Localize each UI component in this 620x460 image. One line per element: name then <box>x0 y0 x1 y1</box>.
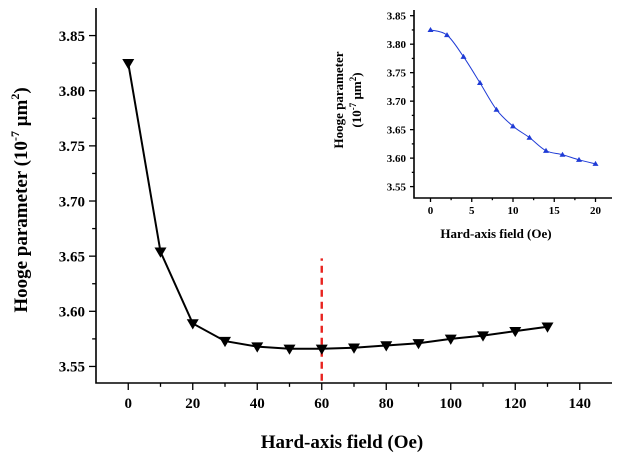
main-data-point <box>283 344 296 355</box>
main-y-tick-label: 3.85 <box>59 29 85 45</box>
main-data-point <box>412 339 425 350</box>
inset-y-axis-title-mid: μm <box>349 81 364 103</box>
main-chart: 0 20 40 60 80 100 120 1403.553.603.653.703.753.… <box>8 8 612 453</box>
main-y-tick-label: 3.80 <box>59 84 85 100</box>
inset-data-point <box>559 151 566 157</box>
inset-y-axis-title-exp1: -7 <box>348 102 358 110</box>
inset-y-tick-label: 3.60 <box>387 153 407 165</box>
inset-data-point <box>576 156 582 162</box>
main-y-tick-label: 3.55 <box>59 360 85 376</box>
main-data-point <box>219 336 231 348</box>
main-y-axis-title-end: ) <box>11 87 32 93</box>
inset-x-axis-title: Hard-axis field (Oe) <box>440 226 551 241</box>
main-axes <box>95 8 612 384</box>
inset-data-point <box>543 147 549 153</box>
inset-y-tick-label: 3.55 <box>387 181 407 193</box>
main-data-point <box>315 344 328 355</box>
main-y-tick-label: 3.60 <box>59 305 85 321</box>
inset-data-point <box>592 160 599 166</box>
inset-x-tick-label: 20 <box>590 205 602 217</box>
inset-y-tick-label: 3.85 <box>387 11 407 23</box>
inset-y-axis-title-line1: Hooge parameter <box>331 51 346 148</box>
main-data-point <box>154 247 167 258</box>
inset-y-tick-label: 3.75 <box>387 68 407 80</box>
inset-x-tick-label: 15 <box>549 205 561 217</box>
inset-data-point <box>444 32 450 38</box>
inset-series-line <box>430 29 596 165</box>
inset-data-point <box>526 134 533 140</box>
main-y-tick-label: 3.75 <box>59 139 85 155</box>
main-data-point <box>477 331 489 342</box>
main-x-tick-label: 100 <box>440 396 463 412</box>
main-data-point <box>186 319 199 330</box>
main-x-tick-label: 120 <box>504 396 527 412</box>
inset-y-tick-label: 3.65 <box>387 124 407 136</box>
inset-y-axis-title-line2: (10-7 μm2) <box>348 72 364 127</box>
inset-data-point <box>460 53 467 59</box>
inset-y-tick-label: 3.80 <box>387 39 407 51</box>
main-data-point <box>509 326 522 338</box>
inset-data-point <box>427 26 434 33</box>
main-x-axis-title: Hard-axis field (Oe) <box>261 432 424 453</box>
main-data-point <box>380 341 393 352</box>
main-y-tick-label: 3.65 <box>59 249 85 265</box>
inset-marks: 0 5 10 15 20 3.55 3.60 3.65 3.70 3.75 3.80 3.85 <box>387 10 612 217</box>
main-data-point <box>541 322 554 333</box>
main-x-tick-label: 40 <box>250 396 265 412</box>
main-data-point <box>444 334 457 345</box>
main-data-point <box>348 343 360 354</box>
main-x-tick-label: 60 <box>314 396 329 412</box>
main-x-tick-label: 20 <box>185 396 200 412</box>
inset-y-axis-title-main: (10 <box>349 110 364 127</box>
main-marks: 0 20 40 60 80 100 120 1403.553.603.653.703.753.… <box>59 8 612 412</box>
inset-axes <box>413 10 612 199</box>
inset-chart: 0 5 10 15 20 3.55 3.60 3.65 3.70 3.75 3.80 3.85 Har… <box>331 10 612 241</box>
main-x-tick-label: 0 <box>125 396 133 412</box>
main-y-axis-title-exp2: 2 <box>8 94 22 100</box>
inset-x-tick-label: 0 <box>428 205 434 217</box>
main-series-line <box>127 62 548 350</box>
main-x-tick-label: 140 <box>569 396 592 412</box>
inset-x-tick-label: 5 <box>469 205 475 217</box>
inset-data-point <box>477 79 483 86</box>
main-x-tick-label: 80 <box>379 396 394 412</box>
inset-data-point <box>493 106 500 112</box>
main-y-axis-title: Hooge parameter (10-7 μm2) <box>8 87 32 312</box>
main-data-point <box>251 342 264 353</box>
inset-y-axis-title-end: ) <box>349 72 364 76</box>
main-y-axis-title-main: Hooge parameter (10 <box>11 141 32 313</box>
inset-y-axis-title-exp2: 2 <box>348 76 358 81</box>
main-data-point <box>122 58 135 70</box>
inset-y-tick-label: 3.70 <box>387 96 407 108</box>
main-y-tick-label: 3.70 <box>59 194 85 210</box>
inset-x-tick-label: 10 <box>508 205 520 217</box>
main-y-axis-title-exp1: -7 <box>8 131 22 141</box>
inset-data-point <box>510 123 516 129</box>
main-y-axis-title-mid: μm <box>11 99 32 131</box>
